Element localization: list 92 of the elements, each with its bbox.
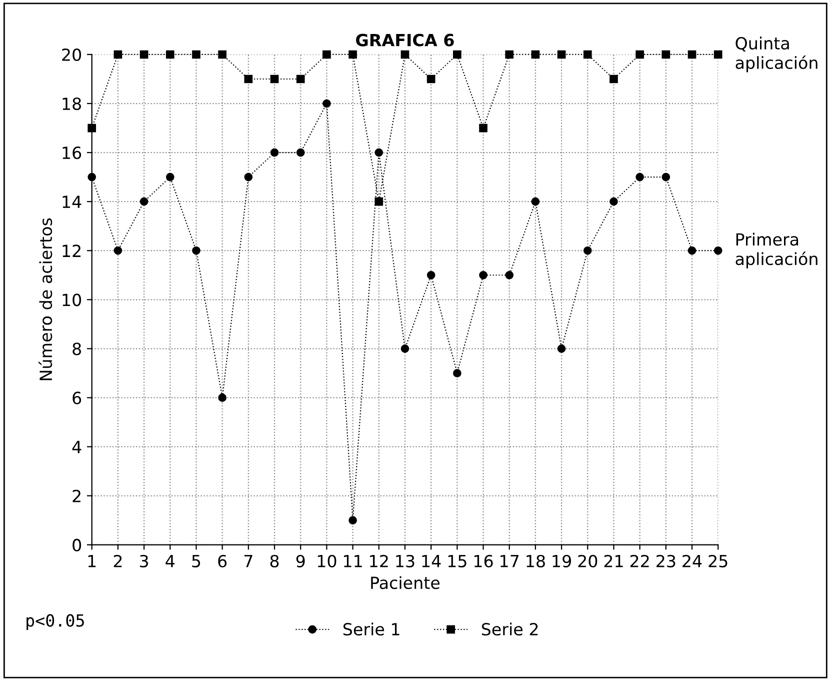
point <box>531 197 540 206</box>
x-tick-label: 19 <box>552 554 571 568</box>
x-tick-label: 23 <box>656 554 676 568</box>
x-tick-label: 22 <box>630 554 649 568</box>
x-tick-label: 9 <box>296 554 305 568</box>
point <box>218 50 226 59</box>
x-tick-label: 6 <box>218 554 227 568</box>
point <box>114 246 122 255</box>
chart-title: GRAFICA 6 <box>356 34 454 46</box>
point <box>244 172 253 182</box>
x-tick-label: 1 <box>88 555 96 568</box>
point <box>192 50 200 59</box>
x-tick-label: 14 <box>422 555 441 568</box>
y-axis-title: Número de aciertos <box>38 218 52 380</box>
point <box>192 246 200 255</box>
point <box>662 172 670 182</box>
y-tick-label: 4 <box>72 440 82 454</box>
x-tick-label: 17 <box>500 555 519 568</box>
point <box>610 74 618 84</box>
point <box>688 246 696 255</box>
point <box>426 270 436 280</box>
point <box>322 99 331 108</box>
annotation: Primera aplicación <box>736 232 818 268</box>
x-tick-label: 21 <box>604 554 623 568</box>
x-tick-label: 5 <box>192 555 200 568</box>
point <box>270 74 279 84</box>
point <box>244 74 253 84</box>
point <box>374 197 384 206</box>
point <box>348 516 357 524</box>
x-tick-label: 18 <box>526 554 545 568</box>
y-tick-label: 14 <box>62 196 82 208</box>
point <box>322 50 331 59</box>
y-tick-label: 6 <box>72 392 82 404</box>
point <box>531 50 540 59</box>
point <box>479 124 488 132</box>
x-tick-label: 20 <box>578 554 598 568</box>
x-tick-label: 10 <box>318 554 336 568</box>
legend-label: Serie 2 <box>482 622 538 636</box>
x-tick-label: 12 <box>370 554 388 568</box>
y-tick-label: 0 <box>72 538 82 552</box>
point <box>479 270 488 280</box>
point <box>636 50 644 59</box>
point <box>166 172 174 182</box>
point <box>714 50 722 59</box>
point <box>636 172 644 182</box>
x-tick-label: 16 <box>474 554 493 568</box>
x-tick-label: 25 <box>708 554 728 568</box>
point <box>557 50 566 59</box>
point <box>296 74 305 84</box>
y-tick-label: 12 <box>62 244 80 257</box>
point <box>140 197 148 206</box>
x-axis-title: Paciente <box>371 576 440 590</box>
point <box>452 369 462 378</box>
x-tick-label: 4 <box>166 555 174 568</box>
annotation: Quinta aplicación <box>736 36 818 72</box>
point <box>688 50 696 59</box>
x-tick-label: 13 <box>396 554 414 568</box>
x-tick-label: 24 <box>682 554 702 568</box>
y-tick-label: 8 <box>72 342 81 356</box>
point <box>714 246 722 255</box>
x-tick-label: 11 <box>344 555 362 568</box>
y-tick-label: 2 <box>72 490 80 502</box>
x-tick-label: 3 <box>140 554 148 568</box>
point <box>400 344 410 353</box>
point <box>400 50 410 59</box>
point <box>426 74 436 84</box>
text: p<0.05 <box>26 614 84 630</box>
y-tick-label: 16 <box>62 146 82 160</box>
point <box>348 50 357 59</box>
x-tick-label: 8 <box>270 554 279 568</box>
x-tick-label: 15 <box>448 555 466 568</box>
point <box>166 50 174 59</box>
y-tick-label: 20 <box>62 48 82 62</box>
x-tick-label: 7 <box>244 555 252 568</box>
y-tick-label: 10 <box>62 294 82 306</box>
point <box>583 50 592 59</box>
y-tick-label: 18 <box>62 97 81 110</box>
point <box>557 344 566 353</box>
point <box>218 394 226 402</box>
point <box>270 148 279 157</box>
x-tick-label: 2 <box>114 554 122 568</box>
legend-label: Serie 1 <box>343 622 400 636</box>
point <box>505 50 514 59</box>
point <box>662 50 670 59</box>
point <box>296 148 305 157</box>
point <box>114 50 122 59</box>
point <box>140 50 148 59</box>
point <box>452 50 462 59</box>
point <box>583 246 592 255</box>
point <box>610 197 618 206</box>
point <box>374 148 384 157</box>
point <box>505 270 514 280</box>
